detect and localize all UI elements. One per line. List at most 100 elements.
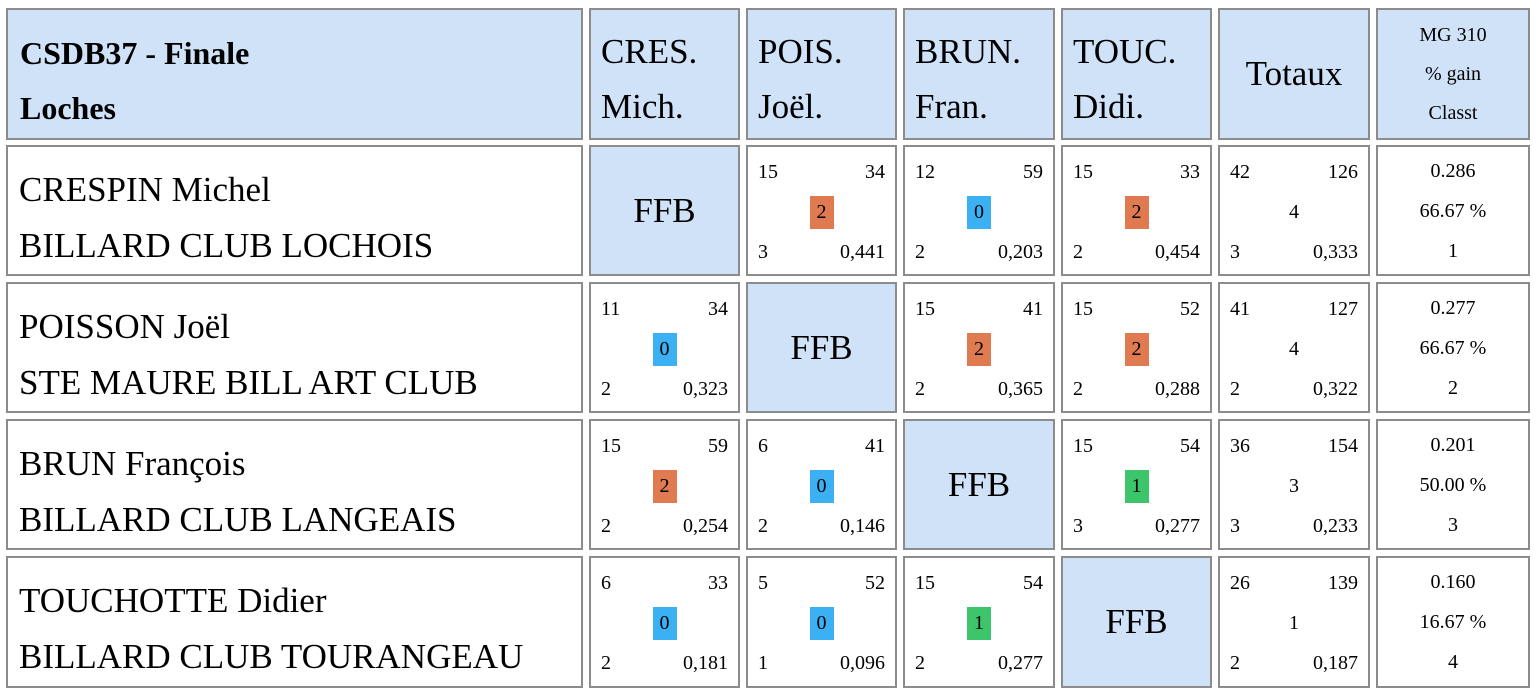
match-cell: 15 41 2 2 0,365 xyxy=(903,282,1055,413)
match-result-badge: 2 xyxy=(1124,333,1149,366)
match-cell: 6 33 0 2 0,181 xyxy=(589,556,740,688)
player-name: CRESPIN Michel xyxy=(19,170,271,209)
player-cell: TOUCHOTTE Didier BILLARD CLUB TOURANGEAU xyxy=(6,556,583,688)
table-title: CSDB37 - Finale Loches xyxy=(6,8,583,140)
match-average: 0,146 xyxy=(840,515,885,537)
match-cell: 15 33 2 2 0,454 xyxy=(1061,145,1212,276)
title-line2: Loches xyxy=(20,90,116,126)
match-result-badge: 1 xyxy=(1124,470,1149,503)
ranking: 3 xyxy=(1448,513,1458,536)
player-cell: POISSON Joël STE MAURE BILL ART CLUB xyxy=(6,282,583,413)
totals-points: 42 xyxy=(1230,161,1250,183)
match-average: 0,454 xyxy=(1155,241,1200,263)
totals-points: 36 xyxy=(1230,435,1250,457)
match-average: 0,323 xyxy=(683,378,728,400)
match-cell: 15 54 1 3 0,277 xyxy=(1061,419,1212,550)
column-header-line1: TOUC. xyxy=(1073,32,1177,71)
totals-innings: 126 xyxy=(1328,161,1358,183)
match-cell: 15 34 2 3 0,441 xyxy=(746,145,897,276)
match-innings: 41 xyxy=(865,435,885,457)
match-cell: 12 59 0 2 0,203 xyxy=(903,145,1055,276)
match-cell: 11 34 0 2 0,323 xyxy=(589,282,740,413)
match-average: 0,441 xyxy=(840,241,885,263)
match-cell: 15 52 2 2 0,288 xyxy=(1061,282,1212,413)
totals-cell: 36 154 3 3 0,233 xyxy=(1218,419,1370,550)
column-header-line1: POIS. xyxy=(758,32,843,71)
totals-match-points: 4 xyxy=(1289,201,1299,223)
column-header: POIS. Joël. xyxy=(746,8,897,140)
mg-average: 0.277 xyxy=(1430,296,1476,319)
mg-cell: 0.160 16.67 % 4 xyxy=(1376,556,1530,688)
ffb-cell: FFB xyxy=(746,282,897,413)
match-average: 0,288 xyxy=(1155,378,1200,400)
match-innings: 34 xyxy=(708,298,728,320)
title-line1: CSDB37 - Finale xyxy=(20,35,250,71)
totals-innings: 154 xyxy=(1328,435,1358,457)
match-high-run: 2 xyxy=(1073,378,1083,400)
match-points: 15 xyxy=(1073,161,1093,183)
match-points: 15 xyxy=(758,161,778,183)
ranking: 2 xyxy=(1448,376,1458,399)
ranking: 4 xyxy=(1448,651,1458,673)
totals-points: 26 xyxy=(1230,572,1250,594)
mg-header-line2: % gain xyxy=(1424,62,1482,85)
totals-high-run: 3 xyxy=(1230,515,1240,537)
win-percentage: 50.00 % xyxy=(1419,473,1487,496)
match-innings: 34 xyxy=(865,161,885,183)
column-header: TOUC. Didi. xyxy=(1061,8,1212,140)
match-cell: 5 52 0 1 0,096 xyxy=(746,556,897,688)
match-high-run: 2 xyxy=(1073,241,1083,263)
match-high-run: 2 xyxy=(915,241,925,263)
totals-average: 0,187 xyxy=(1313,652,1358,674)
column-header-line1: BRUN. xyxy=(915,32,1021,71)
match-innings: 59 xyxy=(708,435,728,457)
match-result-badge: 0 xyxy=(809,607,834,640)
player-club: BILLARD CLUB LOCHOIS xyxy=(19,226,434,265)
match-high-run: 1 xyxy=(758,652,768,674)
totals-header: Totaux xyxy=(1218,8,1370,140)
totals-average: 0,333 xyxy=(1313,241,1358,263)
column-header-line2: Didi. xyxy=(1073,87,1144,126)
match-cell: 6 41 0 2 0,146 xyxy=(746,419,897,550)
match-average: 0,181 xyxy=(683,652,728,674)
match-points: 12 xyxy=(915,161,935,183)
win-percentage: 66.67 % xyxy=(1419,336,1487,359)
ffb-label: FFB xyxy=(790,327,853,367)
totals-innings: 139 xyxy=(1328,572,1358,594)
totals-cell: 42 126 4 3 0,333 xyxy=(1218,145,1370,276)
mg-cell: 0.201 50.00 % 3 xyxy=(1376,419,1530,550)
match-innings: 33 xyxy=(708,572,728,594)
match-points: 15 xyxy=(1073,298,1093,320)
totals-average: 0,233 xyxy=(1313,515,1358,537)
totals-match-points: 4 xyxy=(1289,338,1299,360)
totals-header-label: Totaux xyxy=(1245,54,1343,93)
player-name: BRUN François xyxy=(19,444,246,483)
totals-average: 0,322 xyxy=(1313,378,1358,400)
player-name: TOUCHOTTE Didier xyxy=(19,581,327,620)
player-cell: BRUN François BILLARD CLUB LANGEAIS xyxy=(6,419,583,550)
match-innings: 41 xyxy=(1023,298,1043,320)
player-cell: CRESPIN Michel BILLARD CLUB LOCHOIS xyxy=(6,145,583,276)
column-header: CRES. Mich. xyxy=(589,8,740,140)
column-header-line2: Joël. xyxy=(758,87,824,126)
match-points: 15 xyxy=(915,298,935,320)
match-result-badge: 0 xyxy=(809,470,834,503)
totals-high-run: 2 xyxy=(1230,378,1240,400)
match-result-badge: 0 xyxy=(652,333,677,366)
match-points: 5 xyxy=(758,572,768,594)
column-header-line2: Mich. xyxy=(601,87,684,126)
totals-cell: 41 127 4 2 0,322 xyxy=(1218,282,1370,413)
mg-header-line1: MG 310 xyxy=(1419,23,1487,46)
match-points: 15 xyxy=(1073,435,1093,457)
match-cell: 15 54 1 2 0,277 xyxy=(903,556,1055,688)
match-high-run: 3 xyxy=(1073,515,1083,537)
match-points: 11 xyxy=(601,298,621,320)
column-header: BRUN. Fran. xyxy=(903,8,1055,140)
match-result-badge: 0 xyxy=(652,607,677,640)
match-average: 0,365 xyxy=(998,378,1043,400)
ffb-cell: FFB xyxy=(903,419,1055,550)
match-innings: 52 xyxy=(865,572,885,594)
match-innings: 59 xyxy=(1023,161,1043,183)
match-innings: 54 xyxy=(1180,435,1200,457)
totals-match-points: 3 xyxy=(1289,475,1299,497)
